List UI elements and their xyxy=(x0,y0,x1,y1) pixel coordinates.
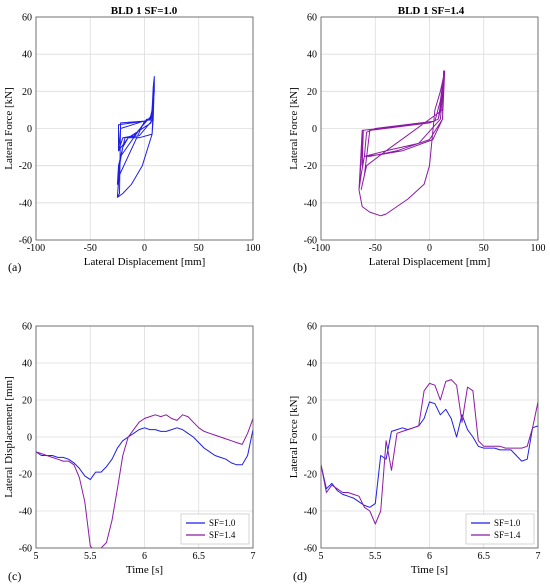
y-tick-label: 60 xyxy=(22,322,32,333)
series-line xyxy=(321,401,538,508)
panel-b: BLD 1 SF=1.4 (b) -100 -50 0 50 100 -60 -40 -20 0… xyxy=(288,5,546,274)
x-axis-label: Time [s] xyxy=(126,564,163,576)
x-tick-label: 0 xyxy=(142,243,147,254)
y-tick-label: -20 xyxy=(304,470,317,481)
y-tick-label: 20 xyxy=(22,87,32,98)
y-tick-label: -40 xyxy=(19,198,32,209)
x-axis-label: Time [s] xyxy=(411,564,448,576)
panel-title: BLD 1 SF=1.0 xyxy=(111,5,178,17)
axes-frame xyxy=(320,16,539,241)
panel-d: (d) 5 5.5 6 6.5 7 -60 -40 -20 0 20 40 60 Time [s] Lat… xyxy=(288,322,541,584)
x-tick-label: -50 xyxy=(84,243,97,254)
y-tick-label: 0 xyxy=(312,124,317,135)
legend-box xyxy=(465,513,535,545)
x-tick-label: 0 xyxy=(427,243,432,254)
y-tick-label: 0 xyxy=(312,433,317,444)
y-tick-label: -60 xyxy=(304,544,317,555)
x-tick-label: 6 xyxy=(427,551,432,562)
y-axis-label: Lateral Force [kN] xyxy=(288,396,300,478)
panel-label: (a) xyxy=(8,260,21,274)
axes-frame xyxy=(35,325,254,549)
legend-label: SF=1.4 xyxy=(494,530,521,540)
series-line xyxy=(116,76,155,198)
x-tick-label: 5.5 xyxy=(369,551,382,562)
x-axis-label: Lateral Displacement [mm] xyxy=(84,256,206,268)
y-tick-label: -40 xyxy=(19,507,32,518)
panel-a: BLD 1 SF=1.0 (a) -100 -50 0 50 100 -60 -40 -20 0… xyxy=(3,5,261,274)
x-axis-label: Lateral Displacement [mm] xyxy=(369,256,491,268)
x-tick-label: -100 xyxy=(27,243,45,254)
panel-label: (d) xyxy=(293,569,307,583)
series-group xyxy=(36,414,253,548)
x-tick-label: 50 xyxy=(479,243,489,254)
legend: SF=1.0 SF=1.4 xyxy=(465,513,535,545)
y-axis-label: Lateral Force [kN] xyxy=(288,87,300,169)
y-tick-label: -60 xyxy=(19,236,32,247)
series-line xyxy=(36,414,253,548)
y-tick-label: 60 xyxy=(22,13,32,24)
x-tick-label: 6 xyxy=(142,551,147,562)
y-tick-label: 60 xyxy=(307,322,317,333)
x-tick-label: 100 xyxy=(246,243,261,254)
legend-box xyxy=(180,513,250,545)
x-tick-label: -50 xyxy=(369,243,382,254)
y-tick-label: -20 xyxy=(19,470,32,481)
legend: SF=1.0 SF=1.4 xyxy=(180,513,250,545)
y-tick-label: 20 xyxy=(307,396,317,407)
y-tick-label: -20 xyxy=(19,161,32,172)
legend-label: SF=1.0 xyxy=(494,518,521,528)
y-tick-label: -60 xyxy=(19,544,32,555)
y-tick-label: 40 xyxy=(307,50,317,61)
axes-frame xyxy=(320,325,539,549)
series-group xyxy=(321,379,538,525)
y-axis-label: Lateral Force [kN] xyxy=(3,87,15,169)
panel-label: (c) xyxy=(8,569,21,583)
legend-label: SF=1.4 xyxy=(209,530,236,540)
x-tick-label: 7 xyxy=(251,551,256,562)
x-tick-label: 5.5 xyxy=(84,551,97,562)
series-line xyxy=(358,70,446,217)
y-tick-label: 0 xyxy=(27,433,32,444)
x-tick-label: 5 xyxy=(319,551,324,562)
legend-label: SF=1.0 xyxy=(209,518,236,528)
x-tick-label: 50 xyxy=(194,243,204,254)
y-tick-label: 40 xyxy=(22,359,32,370)
x-tick-label: -100 xyxy=(312,243,330,254)
y-axis-label: Lateral Displacement [mm] xyxy=(3,376,15,498)
y-tick-label: -40 xyxy=(304,507,317,518)
y-tick-label: 20 xyxy=(22,396,32,407)
axes-frame xyxy=(35,16,254,241)
series-group xyxy=(116,76,155,198)
series-line xyxy=(321,379,538,525)
y-tick-label: -20 xyxy=(304,161,317,172)
y-tick-label: 60 xyxy=(307,13,317,24)
y-tick-label: -60 xyxy=(304,236,317,247)
y-tick-label: 40 xyxy=(307,359,317,370)
y-tick-label: 0 xyxy=(27,124,32,135)
series-group xyxy=(358,70,446,217)
series-line xyxy=(36,427,253,481)
y-tick-label: 40 xyxy=(22,50,32,61)
x-tick-label: 5 xyxy=(34,551,39,562)
x-tick-label: 6.5 xyxy=(478,551,491,562)
y-tick-label: 20 xyxy=(307,87,317,98)
x-tick-label: 6.5 xyxy=(193,551,206,562)
panel-label: (b) xyxy=(293,260,307,274)
x-tick-label: 100 xyxy=(531,243,546,254)
x-tick-label: 7 xyxy=(536,551,541,562)
panel-c: (c) 5 5.5 6 6.5 7 -60 -40 -20 0 20 40 60 Time [s] Lat… xyxy=(3,322,256,584)
y-tick-label: -40 xyxy=(304,198,317,209)
panel-title: BLD 1 SF=1.4 xyxy=(398,5,465,17)
